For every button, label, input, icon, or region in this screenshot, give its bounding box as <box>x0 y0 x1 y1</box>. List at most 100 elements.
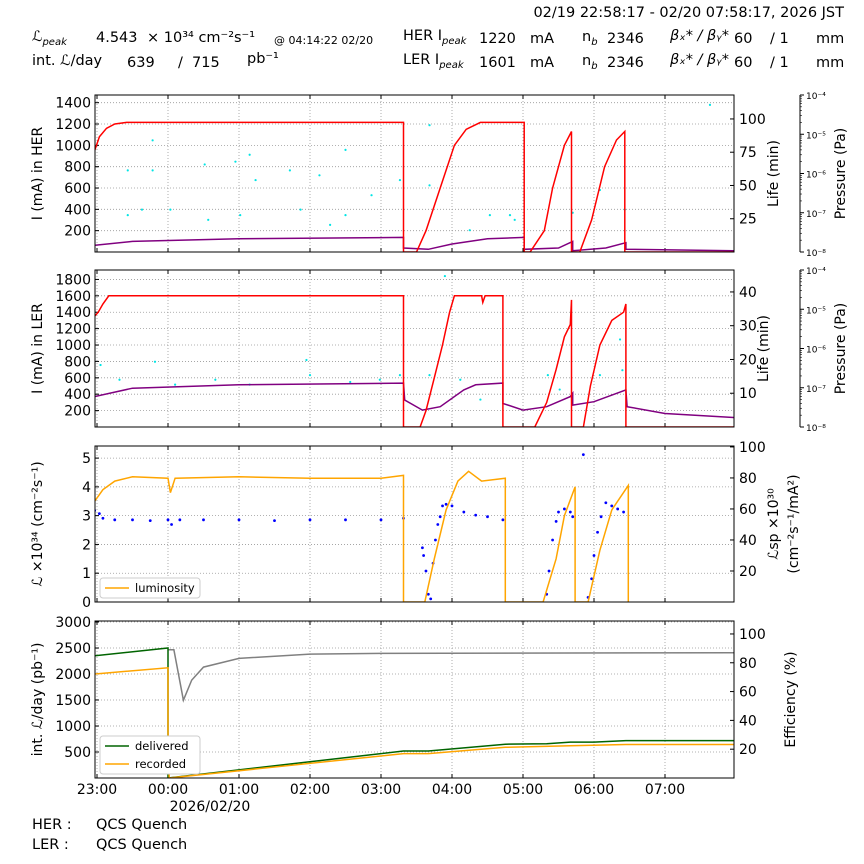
pressure-tick-label: 10⁻⁵ <box>806 306 826 316</box>
left-tick-label: 2500 <box>55 641 91 657</box>
data-point <box>349 380 352 384</box>
legend-box <box>99 577 201 599</box>
x-tick-label: 07:00 <box>645 782 685 798</box>
data-point <box>99 363 102 367</box>
data-point <box>546 374 549 377</box>
pressure-tick-label: 10⁻⁴ <box>806 267 826 277</box>
data-point <box>474 513 478 517</box>
pressure-axis-label: Pressure (Pa) <box>833 303 849 395</box>
data-point <box>708 103 712 106</box>
left-tick-label: 3000 <box>55 615 91 631</box>
data-point <box>599 515 603 519</box>
date-label: 2026/02/20 <box>170 799 251 815</box>
right-axis-label: Life (min) <box>756 315 772 382</box>
data-point <box>398 374 402 377</box>
panel-3: 0 1 2 3 4 5 20 40 60 80 100 ℒ ×10³⁴ (cm⁻²s⁻¹) ℒsp ×1… <box>30 440 802 611</box>
data-point <box>557 510 560 514</box>
series-line-luminosity <box>95 470 630 602</box>
right-axis-label: Efficiency (%) <box>783 651 799 747</box>
data-point <box>318 174 321 177</box>
her-ipeak-unit: mA <box>530 31 555 47</box>
left-axis-label: I (mA) in HER <box>30 126 46 220</box>
data-point <box>479 398 482 401</box>
left-tick-label: 200 <box>64 224 91 240</box>
data-point <box>421 546 424 550</box>
x-tick-label: 04:00 <box>432 782 472 798</box>
data-point <box>237 518 241 522</box>
data-point <box>202 518 205 522</box>
data-point <box>558 388 561 391</box>
data-point <box>441 504 444 508</box>
right-axis-label: Life (min) <box>766 140 782 207</box>
series-right-scatter <box>95 453 625 601</box>
right-tick-label: 20 <box>739 564 757 580</box>
pressure-tick-label: 10⁻⁶ <box>806 171 826 181</box>
data-point <box>308 374 312 377</box>
data-point <box>568 510 572 514</box>
series-pressure-scatter <box>99 274 624 401</box>
data-point <box>288 169 291 172</box>
data-point <box>344 518 347 522</box>
left-tick-label: 4 <box>82 480 91 496</box>
data-point <box>426 592 430 596</box>
data-point <box>486 515 489 519</box>
legend-label-luminosity: luminosity <box>135 581 195 595</box>
data-point <box>513 218 516 221</box>
data-point <box>344 214 347 217</box>
x-tick-label: 05:00 <box>503 782 543 798</box>
data-point <box>379 518 383 522</box>
data-point <box>378 378 381 381</box>
right-tick-label: 75 <box>739 145 757 161</box>
her-nb-label: nb <box>582 29 598 48</box>
x-tick-label: 03:00 <box>361 782 401 798</box>
right-tick-label: 30 <box>739 319 757 335</box>
pressure-tick-label: 10⁻⁸ <box>806 424 826 434</box>
x-tick-label: 23:00 <box>77 782 117 798</box>
ler-beta-y: / 1 <box>770 55 789 71</box>
data-point <box>554 519 558 523</box>
series-line-left-line <box>95 121 734 252</box>
x-tick-label: 06:00 <box>574 782 614 798</box>
series-line-right-line <box>168 649 734 703</box>
data-point <box>97 512 101 516</box>
right-tick-label: 20 <box>739 742 757 758</box>
her-beta-unit: mm <box>816 31 845 47</box>
data-point <box>436 523 440 526</box>
right-tick-label: 40 <box>739 533 757 549</box>
data-point <box>598 374 602 377</box>
her-abort-label: HER : <box>32 817 72 833</box>
left-tick-label: 1000 <box>55 338 91 354</box>
int-lumi-unit: pb⁻¹ <box>247 51 279 67</box>
data-point <box>101 516 105 520</box>
ler-beta-label: βₓ* / βᵧ* <box>670 52 729 68</box>
ler-beta-unit: mm <box>816 55 845 71</box>
data-point <box>459 378 462 381</box>
data-point <box>131 518 134 522</box>
data-point <box>113 518 117 522</box>
pressure-tick-label: 10⁻⁴ <box>806 92 826 102</box>
data-point <box>596 530 599 534</box>
data-point <box>616 507 620 511</box>
data-point <box>622 510 625 514</box>
left-tick-label: 1000 <box>55 719 91 735</box>
data-point <box>148 519 152 522</box>
left-tick-label: 1200 <box>55 117 91 133</box>
data-point <box>398 178 402 182</box>
plot-frame <box>94 620 735 779</box>
series-line-right-line <box>95 236 734 252</box>
right-tick-label: 40 <box>739 285 757 301</box>
left-axis-label: ℒ ×10³⁴ (cm⁻²s⁻¹) <box>30 461 46 586</box>
data-point <box>450 504 454 508</box>
data-point <box>571 515 575 519</box>
data-point <box>170 523 173 526</box>
ler-abort-status: QCS Quench <box>96 837 188 853</box>
data-point <box>592 554 596 557</box>
series-line-left-line <box>95 295 734 427</box>
data-point <box>118 378 121 381</box>
right-tick-label: 25 <box>739 212 757 228</box>
series-line-recorded <box>95 666 734 778</box>
data-point <box>604 501 608 505</box>
data-point <box>305 358 308 362</box>
left-tick-label: 1000 <box>55 138 91 154</box>
